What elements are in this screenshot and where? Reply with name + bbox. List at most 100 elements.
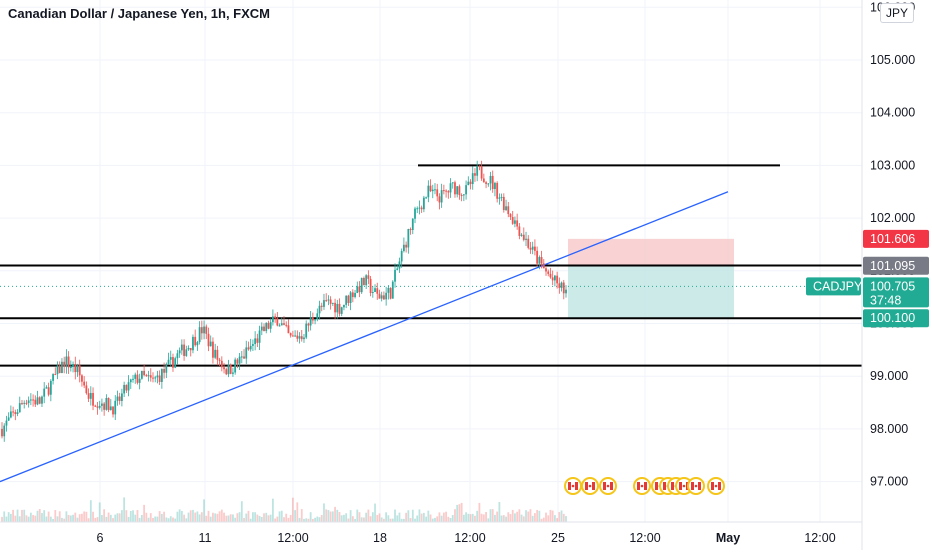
candle-body [212,341,214,358]
candle-body [391,281,394,299]
canada-flag-icon[interactable] [564,477,582,495]
volume-bar [49,516,52,522]
volume-bar [436,516,439,522]
take-profit-zone[interactable] [568,265,734,319]
volume-bar [403,518,405,522]
volume-bar [3,511,6,522]
candle-body [220,360,223,368]
volume-bar [149,513,152,522]
volume-bar [551,510,554,522]
candle-body [138,378,141,383]
volume-bar [92,511,94,522]
candle-body [509,214,512,217]
volume-bar [416,515,419,522]
volume-bar [45,516,48,522]
target-price-tag[interactable]: 100.100 [863,309,929,328]
canada-flag-icon[interactable] [633,477,651,495]
candle-body [180,344,183,351]
volume-bar [165,517,168,522]
volume-bar [409,518,412,522]
candle-body [360,277,363,293]
candle-body [29,399,32,401]
volume-bar [194,512,197,522]
entry-price-tag[interactable]: 101.095 [863,256,929,275]
volume-bar [125,510,128,522]
volume-bar [52,518,54,522]
volume-bar [360,517,363,522]
candlestick-series [1,160,567,442]
candle-body [516,220,519,227]
volume-bar [276,516,279,522]
candle-body [480,166,483,179]
canada-flag-icon[interactable] [707,477,725,495]
candle-body [522,234,525,240]
candle-body [38,397,41,404]
candle-body [371,292,374,294]
candle-body [203,326,205,334]
volume-bar [81,513,83,522]
volume-bar [460,502,463,522]
volume-bar [300,509,303,522]
trendline[interactable] [0,191,729,483]
candle-body [234,359,237,373]
candle-body [121,393,123,401]
price-axis-label: 103.000 [870,158,915,172]
canada-flag-icon[interactable] [687,477,705,495]
candle-body [363,277,365,286]
candle-body [518,226,521,236]
volume-bar [265,512,268,522]
volume-bar [478,502,481,522]
trendline-group [0,191,729,483]
volume-bar [105,516,108,522]
volume-bar [85,511,88,522]
candle-body [280,323,283,326]
volume-bar [343,514,345,522]
volume-bar [367,509,370,522]
candle-body [276,318,279,326]
candle-body [101,403,103,406]
candle-body [547,271,550,274]
candle-body [309,317,312,326]
candle-body [25,402,28,404]
candle-body [556,275,559,284]
price-axis-label: 97.000 [870,475,908,489]
symbol-tag-text: CADJPY [813,279,863,293]
candle-body [520,234,523,236]
volume-bar [103,509,106,522]
candle-body [494,182,496,190]
candle-body [43,388,46,397]
volume-bar [25,515,28,522]
candle-body [154,377,157,379]
volume-bar [511,509,514,522]
volume-bar [114,514,117,522]
candle-body [83,381,86,386]
volume-bar [101,515,103,522]
candle-body [305,323,308,338]
candle-body [514,220,516,224]
volume-bar [200,512,203,522]
volume-bar [129,510,132,522]
stop-loss-zone[interactable] [568,238,734,266]
canada-flag-icon[interactable] [599,477,617,495]
volume-bar [74,512,77,522]
volume-bar [291,497,294,522]
volume-bar [5,516,8,522]
volume-bar [380,517,383,522]
volume-bar [12,509,15,522]
volume-bar [298,517,301,522]
candle-body [407,229,410,248]
volume-bar [94,517,97,522]
stop-price-tag[interactable]: 101.606 [863,229,929,248]
currency-button[interactable]: JPY [880,3,914,23]
candle-body [183,344,185,356]
candle-body [98,405,101,408]
volume-bar [494,514,496,522]
candle-body [167,359,170,364]
canada-flag-icon[interactable] [581,477,599,495]
volume-bar [285,513,288,522]
symbol-tag[interactable]: CADJPY [806,277,863,296]
candle-body [9,411,12,418]
